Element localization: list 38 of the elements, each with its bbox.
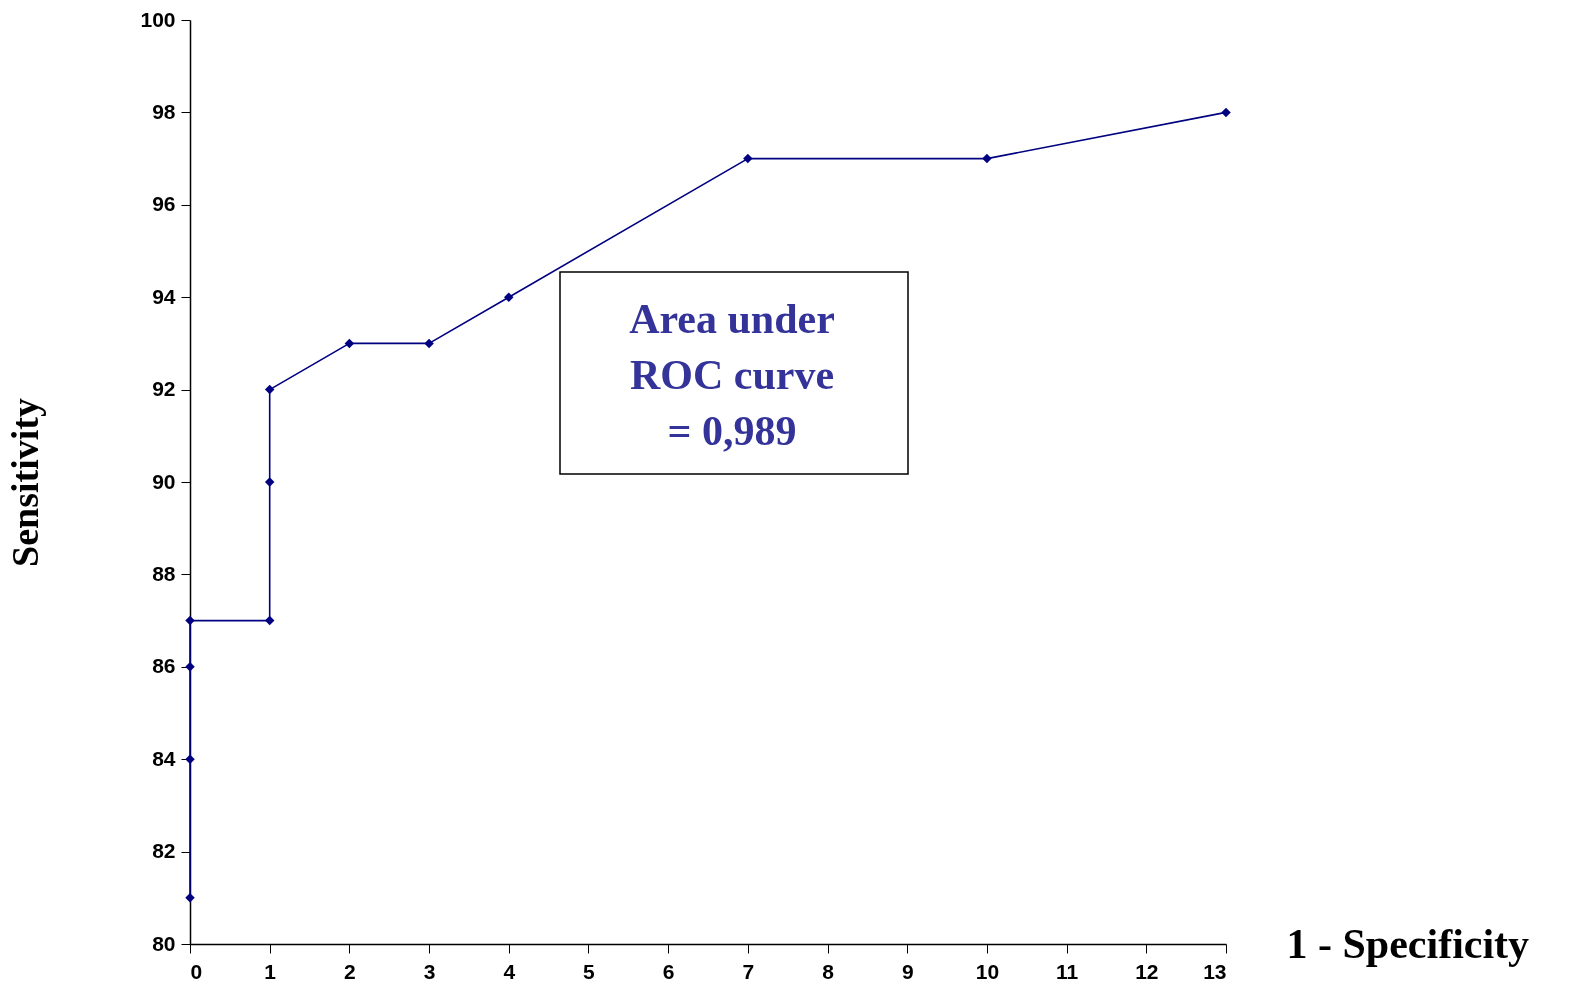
point: [424, 338, 434, 349]
x-tick-label: 12: [1135, 959, 1159, 983]
y-tick-label: 80: [152, 931, 176, 955]
annotation: Area under ROC curve = 0,989: [629, 296, 835, 454]
x-axis-title: 1 - Specificity: [1286, 920, 1530, 967]
y-tick-label: 82: [152, 839, 176, 863]
y-tick-label: 84: [152, 746, 176, 770]
x-tick-label: 9: [901, 959, 914, 983]
x-tick-label: 4: [503, 959, 516, 983]
point: [264, 384, 275, 395]
x-tick-label: 3: [423, 959, 436, 983]
y-tick-label: 90: [152, 469, 176, 493]
y-tick-label: 88: [152, 561, 176, 585]
y-tick-label: 94: [152, 284, 176, 308]
point: [185, 615, 195, 626]
x-tick-label: 6: [662, 959, 675, 983]
y-tick-label: 96: [152, 192, 176, 216]
x-tick-label: 11: [1056, 959, 1079, 983]
point: [264, 477, 275, 487]
point: [264, 615, 275, 626]
y-tick-label: 92: [152, 377, 176, 401]
point: [743, 153, 753, 164]
y-tick-label: 100: [140, 7, 176, 31]
x-tick-label: 0: [190, 959, 203, 983]
point: [982, 153, 992, 164]
point: [344, 338, 355, 349]
y-tick-label: 98: [152, 99, 176, 123]
x-tick-label: 7: [742, 959, 755, 983]
y-axis-title: Sensitivity: [3, 398, 46, 567]
point: [1221, 107, 1231, 118]
x-tick-label: 13: [1203, 959, 1227, 983]
x-tick-label: 5: [583, 959, 596, 983]
x-tick-label: 1: [264, 959, 277, 983]
x-tick-label: 10: [975, 959, 1000, 983]
x-tick-label: 8: [822, 959, 835, 983]
point: [504, 292, 514, 302]
x-tick-label: 2: [344, 959, 356, 983]
y-tick-label: 86: [152, 654, 176, 678]
